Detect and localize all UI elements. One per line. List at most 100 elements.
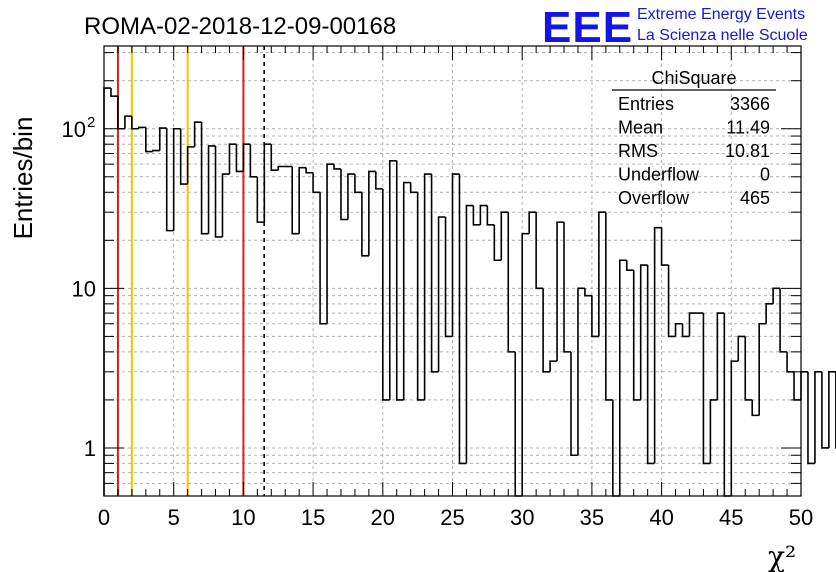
histogram-bin: [598, 211, 606, 337]
histogram-bin: [709, 399, 718, 464]
histogram-bin: [702, 313, 711, 465]
histogram-bin: [521, 232, 530, 496]
histogram-bin: [472, 205, 481, 226]
histogram-bin: [605, 212, 613, 401]
histogram-bin: [375, 171, 383, 190]
x-tick-label: 5: [168, 505, 180, 530]
histogram-bin: [786, 351, 795, 373]
histogram-bin: [103, 87, 111, 496]
histogram-bin: [138, 126, 146, 129]
histogram-bin: [110, 88, 118, 97]
stats-value: 0: [760, 165, 770, 185]
histogram-bin: [514, 351, 523, 497]
histogram-bin: [249, 144, 258, 178]
histogram-bin: [354, 174, 362, 194]
x-tick-label: 0: [98, 505, 110, 530]
stats-label: RMS: [618, 141, 658, 161]
x-tick-label: 50: [789, 505, 813, 530]
histogram-bin: [528, 211, 537, 234]
histogram-bin: [828, 371, 836, 448]
histogram-bin: [570, 351, 578, 457]
histogram-bin: [395, 160, 404, 401]
histogram-bin: [814, 371, 822, 464]
axis-ticks: [103, 46, 802, 496]
stats-label: Overflow: [618, 188, 690, 208]
histogram-bin: [535, 212, 544, 290]
histogram-bin: [451, 173, 460, 337]
histogram-bin: [723, 313, 732, 497]
histogram-bin: [681, 323, 690, 338]
histogram-bin: [416, 192, 425, 401]
histogram-bin: [758, 322, 767, 416]
histogram-bin: [214, 145, 223, 238]
histogram-bin: [542, 288, 551, 373]
histogram-bin: [145, 127, 153, 153]
x-tick-labels: 0 5 10 15 20 25 30 35 40 45 50: [98, 505, 813, 530]
histogram-bin: [172, 127, 181, 231]
y-tick-label: 10: [62, 117, 86, 142]
histogram-bin: [632, 270, 641, 401]
stats-box: ChiSquare Entries 3366 Mean 11.49 RMS 10.81 Un…: [612, 68, 776, 208]
histogram-bin: [158, 127, 167, 151]
histogram-bin: [200, 122, 209, 235]
histogram-bin: [263, 143, 272, 223]
y-axis-label: Entries/bin: [8, 117, 38, 240]
histogram-bin: [507, 212, 516, 353]
chart-title: ROMA-02-2018-12-09-00168: [84, 13, 396, 40]
histogram-bin: [124, 115, 132, 129]
stats-value: 3366: [730, 94, 770, 114]
x-tick-label: 25: [440, 505, 464, 530]
histogram-bin: [437, 216, 446, 372]
y-tick-label: 10: [72, 276, 96, 301]
histogram-bin: [131, 116, 139, 130]
histogram-bin: [751, 399, 760, 417]
histogram-bin: [388, 159, 397, 400]
histogram-bin: [347, 173, 355, 220]
histogram-bin: [326, 163, 335, 324]
histogram-bin: [165, 128, 174, 232]
histogram-bin: [800, 371, 808, 400]
stats-value: 465: [740, 188, 770, 208]
stats-value: 10.81: [725, 141, 770, 161]
histogram-bin: [235, 144, 244, 173]
histogram-bin: [563, 222, 571, 353]
histogram-bin: [242, 143, 251, 172]
stats-label: Underflow: [618, 165, 700, 185]
histogram-bin: [500, 211, 509, 261]
histogram-bin: [221, 173, 230, 237]
histogram-bin: [486, 205, 495, 226]
histogram-bin: [333, 164, 341, 170]
histogram-bin: [319, 192, 328, 325]
histogram-bin: [793, 371, 801, 401]
histogram-bin: [674, 322, 683, 337]
histogram-bin: [646, 265, 655, 465]
stats-value: 11.49: [726, 118, 770, 138]
histogram-bin: [256, 176, 265, 223]
histogram-bin: [653, 226, 662, 464]
histogram-bin: [291, 166, 300, 235]
histogram-bin: [821, 371, 829, 449]
histogram-bin: [639, 264, 648, 400]
histogram-bin: [625, 260, 634, 271]
histogram-bin: [667, 265, 676, 338]
histogram-bin: [688, 312, 697, 337]
histogram-bin: [277, 165, 286, 171]
y-tick-label-exponent: 2: [87, 114, 95, 131]
histogram-bin: [584, 288, 592, 297]
y-tick-label: 1: [84, 436, 96, 461]
x-axis-label: χ²: [768, 540, 796, 572]
x-tick-label: 35: [580, 505, 604, 530]
histogram-bin: [772, 287, 781, 304]
histogram-bin: [298, 166, 307, 234]
x-tick-label: 30: [510, 505, 534, 530]
histogram-bin: [151, 149, 160, 152]
histogram-bin: [765, 303, 774, 324]
histogram-bin: [305, 167, 314, 174]
histogram-bin: [423, 173, 432, 400]
x-tick-label: 20: [371, 505, 395, 530]
histogram-bin: [479, 204, 488, 225]
histogram-bin: [430, 174, 439, 373]
eee-logo: EEE: [542, 3, 633, 52]
